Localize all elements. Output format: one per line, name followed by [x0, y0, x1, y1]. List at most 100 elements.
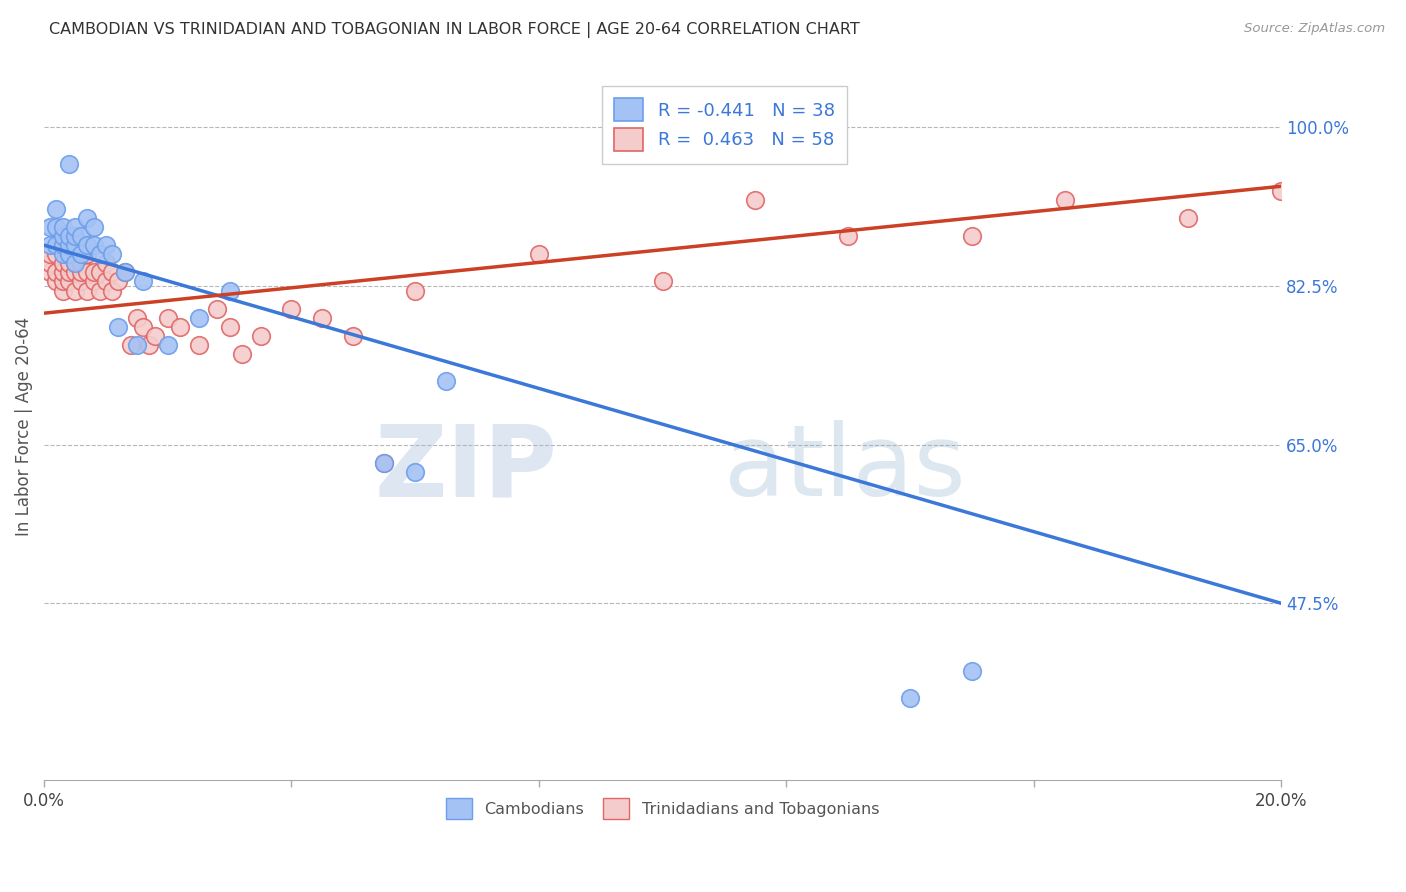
Point — [58, 238, 80, 252]
Point — [114, 265, 136, 279]
Point — [373, 456, 395, 470]
Point — [58, 265, 80, 279]
Point — [70, 265, 93, 279]
Point — [207, 301, 229, 316]
Point — [107, 319, 129, 334]
Point — [52, 220, 75, 235]
Point — [156, 310, 179, 325]
Point — [145, 328, 167, 343]
Point — [52, 275, 75, 289]
Point — [63, 265, 86, 279]
Point — [125, 310, 148, 325]
Point — [101, 247, 124, 261]
Point — [218, 319, 240, 334]
Point — [45, 275, 67, 289]
Point — [63, 229, 86, 244]
Point — [187, 338, 209, 352]
Text: ZIP: ZIP — [374, 420, 557, 517]
Legend: Cambodians, Trinidadians and Tobagonians: Cambodians, Trinidadians and Tobagonians — [440, 792, 886, 825]
Point — [651, 275, 673, 289]
Point — [52, 284, 75, 298]
Point — [1053, 193, 1076, 207]
Point — [83, 265, 105, 279]
Point — [52, 247, 75, 261]
Point — [434, 374, 457, 388]
Point — [218, 284, 240, 298]
Point — [52, 238, 75, 252]
Point — [63, 256, 86, 270]
Point — [89, 247, 111, 261]
Text: Source: ZipAtlas.com: Source: ZipAtlas.com — [1244, 22, 1385, 36]
Point — [114, 265, 136, 279]
Point — [70, 247, 93, 261]
Point — [39, 247, 62, 261]
Point — [70, 256, 93, 270]
Y-axis label: In Labor Force | Age 20-64: In Labor Force | Age 20-64 — [15, 317, 32, 536]
Point — [76, 265, 98, 279]
Point — [120, 338, 142, 352]
Point — [58, 247, 80, 261]
Point — [527, 247, 550, 261]
Point — [45, 238, 67, 252]
Point — [45, 265, 67, 279]
Point — [132, 319, 155, 334]
Point — [58, 275, 80, 289]
Point — [101, 265, 124, 279]
Point — [342, 328, 364, 343]
Point — [94, 275, 117, 289]
Point — [70, 229, 93, 244]
Point — [76, 238, 98, 252]
Point — [960, 229, 983, 244]
Point — [39, 265, 62, 279]
Point — [45, 220, 67, 235]
Point — [52, 229, 75, 244]
Point — [83, 220, 105, 235]
Point — [83, 238, 105, 252]
Point — [125, 338, 148, 352]
Point — [39, 238, 62, 252]
Point — [404, 465, 426, 479]
Point — [89, 265, 111, 279]
Point — [63, 238, 86, 252]
Point — [404, 284, 426, 298]
Point — [63, 256, 86, 270]
Text: atlas: atlas — [724, 420, 966, 517]
Point — [52, 265, 75, 279]
Point — [52, 256, 75, 270]
Point — [63, 284, 86, 298]
Point — [94, 256, 117, 270]
Point — [39, 220, 62, 235]
Point — [249, 328, 271, 343]
Point — [744, 193, 766, 207]
Point — [89, 284, 111, 298]
Point — [39, 256, 62, 270]
Point — [156, 338, 179, 352]
Point — [58, 247, 80, 261]
Point — [76, 284, 98, 298]
Point — [94, 238, 117, 252]
Point — [45, 247, 67, 261]
Point — [1177, 211, 1199, 225]
Point — [107, 275, 129, 289]
Point — [1270, 184, 1292, 198]
Point — [837, 229, 859, 244]
Point — [101, 284, 124, 298]
Point — [231, 347, 253, 361]
Point — [58, 256, 80, 270]
Point — [76, 211, 98, 225]
Point — [311, 310, 333, 325]
Point — [58, 156, 80, 170]
Point — [138, 338, 160, 352]
Point — [45, 202, 67, 216]
Point — [169, 319, 191, 334]
Point — [898, 691, 921, 706]
Point — [83, 275, 105, 289]
Point — [58, 229, 80, 244]
Point — [187, 310, 209, 325]
Point — [960, 664, 983, 678]
Point — [63, 220, 86, 235]
Point — [76, 247, 98, 261]
Point — [132, 275, 155, 289]
Point — [70, 275, 93, 289]
Text: CAMBODIAN VS TRINIDADIAN AND TOBAGONIAN IN LABOR FORCE | AGE 20-64 CORRELATION C: CAMBODIAN VS TRINIDADIAN AND TOBAGONIAN … — [49, 22, 860, 38]
